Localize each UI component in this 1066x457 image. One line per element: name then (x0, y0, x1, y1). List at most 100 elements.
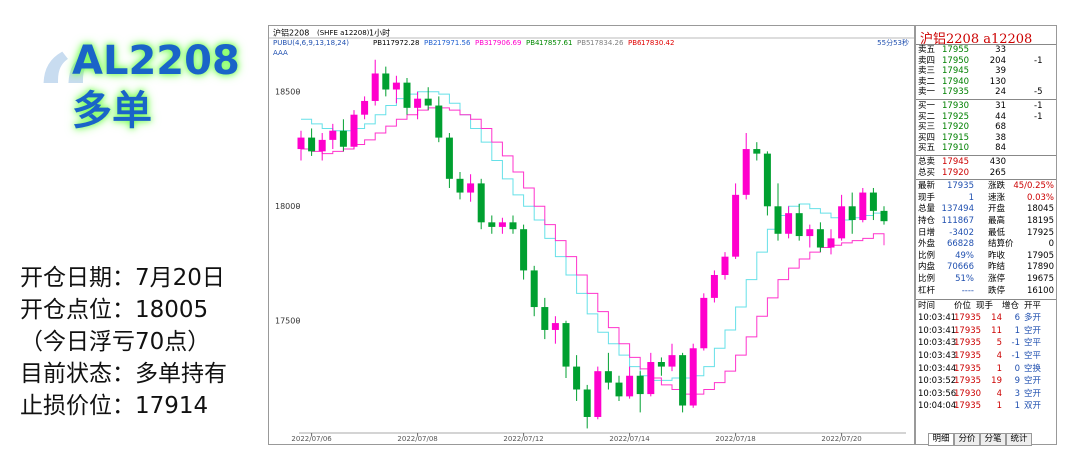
cell: 空开 (1024, 325, 1042, 336)
x-tick-label: 2022/07/18 (715, 435, 755, 443)
cell: 1 (996, 363, 1002, 374)
row: 卖四 17950 204 -1 (916, 56, 1056, 67)
cell: -1 (1011, 338, 1020, 349)
cell: 1 (996, 401, 1002, 412)
cell: 1 (1014, 401, 1020, 412)
legend-value: 17906.69 (488, 39, 521, 47)
candle-body (371, 73, 379, 101)
cell: 内盘 (918, 262, 936, 273)
cell: 17920 (942, 167, 970, 178)
cell: 17935 (942, 87, 970, 98)
cell: 卖五 (918, 45, 936, 55)
quote-panel: 沪铝2208 a12208 卖五 17955 33 卖四 17950 204 -1 卖三 1794… (915, 25, 1057, 446)
cell: 开盘 (988, 204, 1006, 215)
cell: 买二 (918, 111, 936, 122)
row: 时间 价位 现手 增仓 开平 (916, 301, 1056, 312)
candle-body (647, 362, 655, 395)
row: 10:03:43 17935 5 -1 空平 (916, 338, 1056, 349)
separator (916, 299, 1056, 301)
trade-notes: 开仓日期：7月20日 开仓点位：18005 （今日浮亏70点） 目前状态：多单持有 止损… (20, 262, 227, 422)
separator (916, 99, 1056, 100)
cell: 17935 (954, 338, 982, 349)
row: 杠杆 ---- 跌停 16100 (916, 286, 1056, 297)
cell: 17930 (942, 101, 970, 111)
candle-body (488, 222, 496, 227)
cell: 昨收 (988, 250, 1006, 261)
cell: 10:03:52 (918, 376, 957, 387)
candle-body (382, 73, 390, 90)
headline: AL2208 多单 (72, 36, 240, 136)
candle-body (880, 210, 888, 222)
candle-body (414, 98, 422, 108)
cell: 17935 (954, 313, 982, 324)
cell: 多开 (1024, 313, 1042, 324)
cell: 比例 (918, 250, 936, 261)
cell: 空开 (1024, 376, 1042, 387)
cell: 17890 (1026, 262, 1054, 273)
row: 10:04:04 17935 1 1 双开 (916, 401, 1056, 412)
candle-body (477, 183, 485, 223)
cell: 49% (955, 250, 974, 261)
cell: 130 (989, 76, 1006, 87)
row: 买三 17920 68 (916, 122, 1056, 133)
cell: 涨停 (988, 274, 1006, 284)
row: 买四 17915 38 (916, 133, 1056, 144)
candle-body (435, 105, 443, 138)
row: 10:03:56 17930 4 3 空开 (916, 389, 1056, 400)
cell: 买四 (918, 132, 936, 143)
cell: 38 (995, 132, 1006, 143)
cell: 现手 (976, 301, 994, 312)
x-tick-label: 2022/07/20 (821, 435, 861, 443)
candle-body (509, 222, 517, 230)
legend-name: PB3 (475, 39, 488, 47)
cell: 10:03:41 (918, 313, 957, 324)
tab[interactable]: 分笔 (980, 433, 1006, 446)
indicator-line (301, 91, 885, 381)
tab[interactable]: 统计 (1006, 433, 1032, 446)
cell: -5 (1034, 87, 1043, 98)
cell: 430 (989, 157, 1006, 167)
indicator-line (301, 107, 885, 395)
candle-body (530, 270, 538, 308)
x-tick-label: 2022/07/08 (397, 435, 437, 443)
row: 买一 17930 31 -1 (916, 101, 1056, 112)
row: 10:03:43 17935 4 -1 空平 (916, 351, 1056, 362)
cell: 19 (991, 376, 1002, 387)
cell: 6 (1014, 313, 1020, 324)
row: 卖五 17955 33 (916, 45, 1056, 56)
row: 总买 17920 265 (916, 168, 1056, 179)
tab[interactable]: 分价 (954, 433, 980, 446)
candle-body (795, 213, 803, 237)
legend-value: 17971.56 (437, 39, 471, 47)
cell: 卖三 (918, 66, 936, 77)
cell: 4 (996, 388, 1002, 399)
row: 比例 51% 涨停 19675 (916, 274, 1056, 285)
candle-body (763, 153, 771, 207)
cell: 17925 (942, 111, 970, 122)
candle-body (297, 137, 305, 150)
candle-body (498, 222, 506, 227)
cell: 10:03:41 (918, 325, 957, 336)
candle-body (816, 229, 824, 248)
row: 最新 17935 涨跌 45/0.25% (916, 181, 1056, 192)
candle-body (392, 82, 400, 90)
tab[interactable]: 明细 (928, 433, 954, 446)
cell: 买五 (918, 143, 936, 154)
row: 总卖 17945 430 (916, 157, 1056, 168)
cell: 17905 (1026, 250, 1054, 261)
row: 买五 17910 84 (916, 143, 1056, 154)
candle-body (710, 274, 718, 298)
separator (916, 179, 1056, 181)
cell: 买三 (918, 122, 936, 133)
note-line: 目前状态：多单持有 (20, 361, 227, 387)
candle-body (742, 149, 750, 195)
row: 10:03:52 17935 19 9 空开 (916, 376, 1056, 387)
cell: 16100 (1026, 285, 1054, 296)
note-line: （今日浮亏70点） (20, 329, 211, 355)
cell: 结算价 (988, 239, 1014, 250)
cell: -3402 (949, 227, 974, 238)
cell: 17935 (954, 401, 982, 412)
row: 卖二 17940 130 (916, 77, 1056, 88)
cell: 11 (991, 325, 1002, 336)
